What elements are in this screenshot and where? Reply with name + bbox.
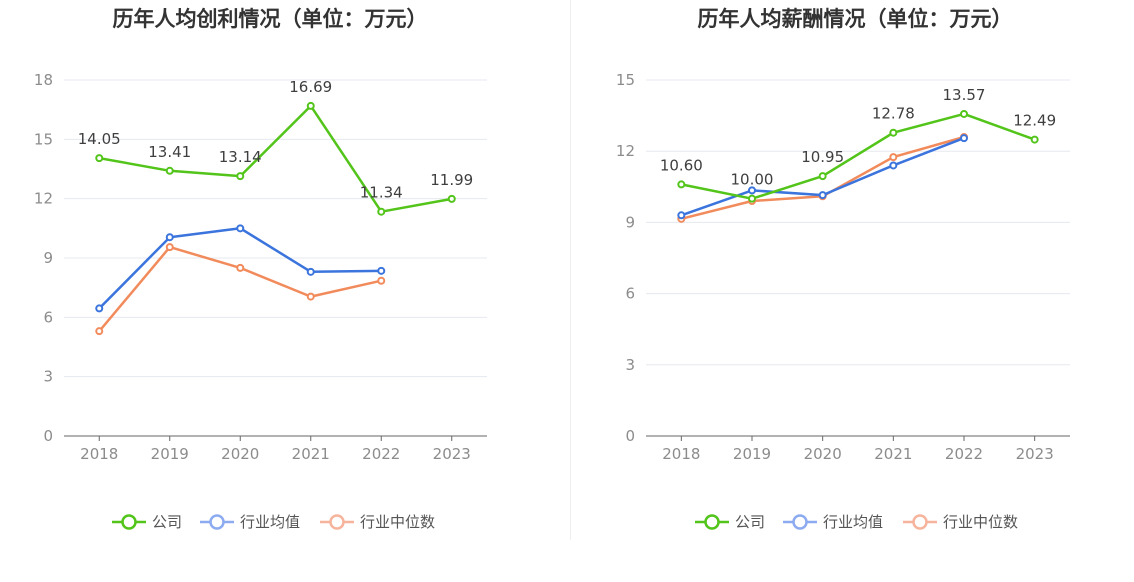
x-tick-label: 2019 — [151, 445, 189, 463]
data-point-industry-avg[interactable] — [95, 304, 104, 313]
legend-label: 行业中位数 — [943, 513, 1018, 531]
y-tick-label: 3 — [625, 356, 635, 374]
data-point-company[interactable] — [960, 109, 968, 118]
x-tick-label: 2023 — [433, 445, 471, 463]
data-point-industry-avg[interactable] — [748, 186, 756, 195]
legend-item-company[interactable]: 公司 — [695, 513, 765, 531]
y-tick-label: 0 — [43, 427, 53, 445]
x-tick-label: 2021 — [292, 445, 330, 463]
data-point-industry-median[interactable] — [165, 243, 174, 252]
y-tick-label: 3 — [43, 368, 53, 386]
legend-marker-icon — [209, 514, 225, 530]
data-point-company[interactable] — [677, 180, 686, 189]
data-point-company[interactable] — [889, 128, 898, 137]
legend-marker-icon — [704, 514, 720, 530]
data-point-company[interactable] — [377, 207, 386, 216]
data-point-industry-avg[interactable] — [960, 134, 968, 143]
chart-svg: 历年人均薪酬情况（单位：万元） 0 3 6 9 12 15 2018 2019 2020 2021 2… — [616, 7, 1070, 531]
data-label: 16.69 — [289, 78, 332, 96]
legend-item-industry-avg[interactable]: 行业均值 — [783, 513, 883, 531]
x-tick-label: 2018 — [80, 445, 118, 463]
data-point-company[interactable] — [818, 172, 827, 181]
y-tick-label: 9 — [43, 249, 53, 267]
data-point-company[interactable] — [748, 194, 756, 203]
data-point-company[interactable] — [165, 166, 174, 175]
data-label: 13.14 — [219, 148, 262, 166]
legend-label: 公司 — [152, 513, 182, 531]
legend-item-industry-median[interactable]: 行业中位数 — [903, 513, 1018, 531]
x-tick-label: 2023 — [1016, 445, 1054, 463]
y-tick-label: 12 — [34, 190, 53, 208]
series-line-company — [681, 112, 1036, 200]
x-tick-label: 2018 — [662, 445, 700, 463]
data-point-industry-median[interactable] — [889, 153, 898, 162]
data-point-industry-median[interactable] — [377, 276, 386, 285]
legend-label: 行业均值 — [823, 513, 883, 531]
x-tick-label: 2021 — [874, 445, 912, 463]
x-tick-label: 2020 — [804, 445, 842, 463]
x-tick-label: 2022 — [945, 445, 983, 463]
data-label: 12.78 — [872, 105, 915, 123]
data-label: 11.34 — [360, 184, 403, 202]
legend-marker-icon — [329, 514, 345, 530]
data-point-company[interactable] — [447, 194, 456, 203]
y-tick-label: 15 — [34, 130, 53, 148]
data-label: 12.49 — [1013, 112, 1056, 130]
legend-marker-icon — [792, 514, 808, 530]
data-label: 10.95 — [801, 148, 844, 166]
data-point-industry-avg[interactable] — [236, 224, 245, 233]
data-point-industry-median[interactable] — [236, 263, 245, 272]
data-label: 11.99 — [430, 171, 473, 189]
data-point-industry-avg[interactable] — [818, 191, 827, 200]
y-tick-label: 6 — [625, 285, 635, 303]
data-point-industry-median[interactable] — [95, 327, 104, 336]
y-tick-label: 15 — [616, 71, 635, 89]
series-line-industry-median — [98, 245, 382, 333]
data-label: 10.60 — [660, 156, 703, 174]
y-tick-label: 6 — [43, 308, 53, 326]
y-tick-label: 0 — [625, 427, 635, 445]
legend-item-company[interactable]: 公司 — [112, 513, 182, 531]
x-tick-label: 2020 — [221, 445, 259, 463]
data-point-company[interactable] — [306, 101, 315, 110]
salary-per-capita-chart: 历年人均薪酬情况（单位：万元） 0 3 6 9 12 15 2018 2019 2020 2021 2… — [567, 0, 1134, 582]
data-label: 13.57 — [943, 86, 986, 104]
legend-item-industry-avg[interactable]: 行业均值 — [200, 513, 300, 531]
data-label: 14.05 — [78, 130, 121, 148]
data-point-industry-avg[interactable] — [889, 161, 898, 170]
legend-label: 公司 — [735, 513, 765, 531]
data-point-industry-avg[interactable] — [306, 267, 315, 276]
panel-divider — [570, 0, 571, 540]
y-tick-label: 9 — [625, 213, 635, 231]
legend-label: 行业中位数 — [360, 513, 435, 531]
y-tick-label: 18 — [34, 71, 53, 89]
data-label: 10.00 — [731, 171, 774, 189]
data-point-company[interactable] — [236, 172, 245, 181]
profit-per-capita-chart: 历年人均创利情况（单位：万元） 0 3 6 9 12 15 18 2018 2019 2020 202… — [34, 7, 487, 531]
x-tick-label: 2022 — [362, 445, 400, 463]
data-point-industry-avg[interactable] — [165, 233, 174, 242]
data-label: 13.41 — [148, 143, 191, 161]
data-point-company[interactable] — [95, 154, 104, 163]
chart-title: 历年人均薪酬情况（单位：万元） — [698, 7, 1013, 31]
chart-title: 历年人均创利情况（单位：万元） — [113, 7, 428, 31]
legend-label: 行业均值 — [240, 513, 300, 531]
y-tick-label: 12 — [616, 142, 635, 160]
data-point-industry-avg[interactable] — [677, 211, 686, 220]
legend-marker-icon — [912, 514, 928, 530]
legend-marker-icon — [121, 514, 137, 530]
data-point-company[interactable] — [1030, 135, 1039, 144]
series-line-company — [99, 104, 453, 213]
x-tick-label: 2019 — [733, 445, 771, 463]
legend-item-industry-median[interactable]: 行业中位数 — [320, 513, 435, 531]
chart-svg: 历年人均创利情况（单位：万元） 0 3 6 9 12 15 18 2018 2019 2020 202… — [34, 7, 487, 531]
data-point-industry-avg[interactable] — [377, 266, 386, 275]
data-point-industry-median[interactable] — [306, 292, 315, 301]
